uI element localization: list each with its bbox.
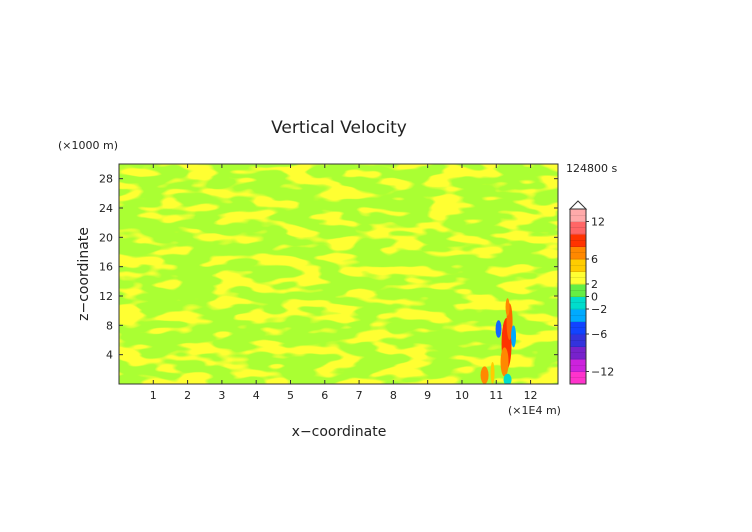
plot-frame — [118, 163, 559, 385]
plume-blob — [505, 298, 510, 316]
colorbar-segment — [570, 221, 586, 235]
colorbar-segment — [570, 359, 586, 372]
colorbar-segment — [570, 309, 586, 322]
colorbar-tick-label: −12 — [591, 366, 614, 379]
plume-blob — [503, 373, 512, 384]
colorbar-tick-label: 6 — [591, 253, 598, 266]
colorbar-segment — [570, 346, 586, 360]
x-tick-label: 1 — [150, 389, 157, 402]
x-tick-label: 10 — [455, 389, 469, 402]
colorbar-segment — [570, 209, 586, 222]
plume-blob — [500, 347, 509, 377]
colorbar-segment — [570, 334, 586, 347]
colorbar-tick-label: −6 — [591, 328, 607, 341]
colorbar-segment — [570, 271, 586, 285]
y-tick-label: 8 — [106, 319, 113, 332]
colorbar-tick-label: 0 — [591, 291, 598, 304]
y-tick-label: 24 — [99, 202, 113, 215]
plume-blob — [511, 325, 517, 348]
y-unit-label: (×1000 m) — [58, 139, 118, 152]
y-tick-label: 28 — [99, 173, 113, 186]
colorbar-tick-label: 2 — [591, 278, 598, 291]
x-tick-label: 2 — [184, 389, 191, 402]
plume-blob — [480, 366, 489, 384]
y-tick-label: 12 — [99, 290, 113, 303]
x-tick-label: 11 — [489, 389, 503, 402]
colorbar-segment — [570, 371, 586, 385]
x-tick-label: 7 — [356, 389, 363, 402]
plume-blob — [495, 320, 502, 338]
y-tick-label: 4 — [106, 349, 113, 362]
colorbar-tick-label: 12 — [591, 216, 605, 229]
x-tick-label: 6 — [321, 389, 328, 402]
plot-area — [119, 164, 558, 384]
x-tick-label: 9 — [424, 389, 431, 402]
y-axis: 4 8 12 16 20 24 28 — [99, 173, 558, 362]
plume-blob — [490, 362, 495, 384]
colorbar-segment — [570, 234, 586, 247]
time-label: 124800 s — [566, 162, 617, 175]
colorbar-segment — [570, 259, 586, 272]
colorbar-tick-label: −2 — [591, 303, 607, 316]
x-tick-label: 12 — [524, 389, 538, 402]
x-unit-label: (×1E4 m) — [508, 404, 561, 417]
y-tick-label: 16 — [99, 261, 113, 274]
colorbar-segment — [570, 246, 586, 260]
x-tick-label: 3 — [218, 389, 225, 402]
x-axis: 1 2 3 4 5 6 7 8 9 10 11 12 — [150, 164, 538, 402]
x-tick-label: 4 — [253, 389, 260, 402]
chart-title: Vertical Velocity — [271, 118, 407, 138]
x-axis-label: x−coordinate — [292, 424, 387, 440]
colorbar-extend-triangle — [568, 200, 588, 210]
colorbar-segment — [570, 284, 586, 297]
plume-feature — [480, 298, 517, 384]
field-positive-bands — [119, 164, 558, 384]
y-tick-label: 20 — [99, 231, 113, 244]
y-axis-label: z−coordinate — [76, 227, 92, 321]
colorbar: 12 6 20−2 −6 −12 — [568, 200, 614, 385]
x-tick-label: 8 — [390, 389, 397, 402]
colorbar-segment — [570, 296, 586, 310]
colorbar-segment — [570, 321, 586, 335]
x-tick-label: 5 — [287, 389, 294, 402]
